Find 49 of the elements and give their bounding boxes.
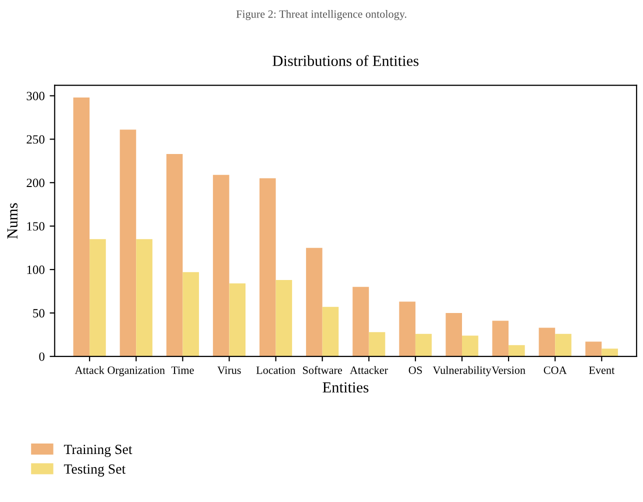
bar xyxy=(306,248,322,356)
legend-label: Training Set xyxy=(64,444,132,457)
bar xyxy=(555,334,572,356)
y-tick-label: 150 xyxy=(27,222,44,231)
x-tick-label: Location xyxy=(256,366,296,374)
bar xyxy=(120,130,136,356)
y-tick-label: 100 xyxy=(27,266,44,274)
x-tick-label: Virus xyxy=(217,366,241,374)
bar xyxy=(462,336,478,356)
y-tick-label: 50 xyxy=(33,309,44,318)
y-axis-title: Nums xyxy=(7,203,18,239)
bar xyxy=(399,302,416,356)
chart-title: Distributions of Entities xyxy=(272,55,418,66)
y-tick-label: 250 xyxy=(26,135,44,144)
bar xyxy=(212,174,230,356)
x-tick-label: COA xyxy=(544,366,567,374)
x-tick-label: Version xyxy=(492,366,526,374)
x-tick-label: Event xyxy=(589,366,615,374)
x-tick-label: Attack xyxy=(74,366,104,374)
y-tick-label: 300 xyxy=(26,92,44,100)
x-tick-label: OS xyxy=(408,366,422,374)
bar xyxy=(508,345,525,356)
bar xyxy=(136,239,152,356)
bar xyxy=(166,154,183,356)
bar xyxy=(73,98,90,356)
bar xyxy=(415,334,432,356)
x-tick-label: Time xyxy=(171,366,194,374)
y-tick-label: 0 xyxy=(39,352,44,361)
bar xyxy=(322,306,339,356)
bar xyxy=(446,312,462,356)
bar xyxy=(368,332,386,356)
bar xyxy=(352,286,369,356)
legend-label: Testing Set xyxy=(64,464,126,477)
bar xyxy=(538,328,556,356)
y-tick-label: 200 xyxy=(26,178,44,188)
bar xyxy=(276,280,292,356)
caption: Figure 2: Threat intelligence ontology. xyxy=(236,10,406,20)
bar xyxy=(229,283,246,356)
bar xyxy=(90,239,106,356)
bar xyxy=(492,320,509,356)
bar xyxy=(182,272,199,356)
x-tick-label: Vulnerability xyxy=(432,366,492,376)
bar xyxy=(585,342,602,356)
x-tick-label: Attacker xyxy=(350,366,388,374)
bar xyxy=(602,348,618,356)
x-tick-label: Software xyxy=(303,366,342,374)
bar xyxy=(259,178,276,356)
x-tick-label: Organization xyxy=(108,366,165,376)
x-axis-title: Entities xyxy=(322,382,368,393)
